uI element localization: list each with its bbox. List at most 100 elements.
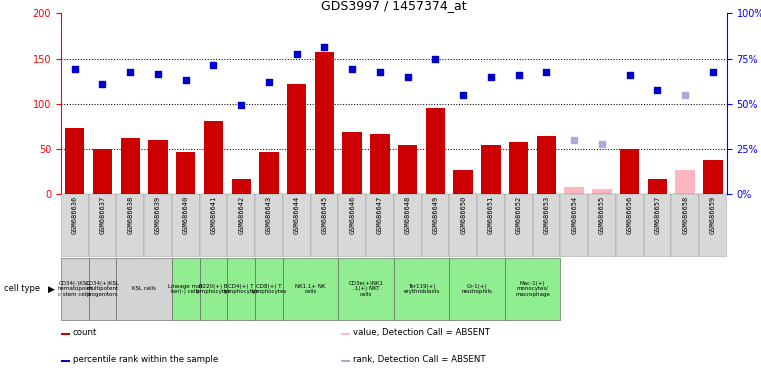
Point (429, 56, 441, 62)
Bar (340, 360, 350, 362)
Text: CD4(+) T
lymphocytes: CD4(+) T lymphocytes (224, 284, 259, 294)
Text: Gr-1(+)
neutrophils: Gr-1(+) neutrophils (462, 284, 492, 294)
Bar (88, 258, 116, 320)
Bar (366, 194, 394, 257)
Text: GSM686647: GSM686647 (377, 196, 383, 234)
Text: GSM686653: GSM686653 (543, 196, 549, 234)
Bar (505, 194, 533, 257)
Bar (371, 134, 390, 194)
Text: percentile rank within the sample: percentile rank within the sample (73, 356, 218, 364)
Point (263, 79, 275, 85)
Text: ▶: ▶ (48, 285, 55, 293)
Text: GSM686643: GSM686643 (266, 196, 272, 234)
Bar (425, 108, 445, 194)
Text: GSM686657: GSM686657 (654, 196, 661, 234)
Text: GSM686648: GSM686648 (405, 196, 411, 234)
Bar (422, 194, 449, 257)
Bar (676, 170, 695, 194)
Bar (509, 142, 528, 194)
Bar (116, 194, 144, 257)
Text: value, Detection Call = ABSENT: value, Detection Call = ABSENT (352, 328, 489, 337)
Bar (449, 194, 477, 257)
Bar (204, 121, 223, 194)
Point (318, 44, 330, 50)
Text: count: count (73, 328, 97, 337)
Bar (199, 258, 228, 320)
Text: GSM686656: GSM686656 (626, 196, 632, 234)
Bar (310, 194, 339, 257)
Text: B220(+) B
lymphocytes: B220(+) B lymphocytes (196, 284, 231, 294)
Text: GSM686644: GSM686644 (294, 196, 300, 234)
Text: GSM686655: GSM686655 (599, 196, 605, 234)
Text: GSM686658: GSM686658 (682, 196, 688, 234)
Point (485, 74, 497, 80)
Point (291, 51, 303, 57)
Title: GDS3997 / 1457374_at: GDS3997 / 1457374_at (321, 0, 466, 12)
Point (623, 72, 635, 78)
Text: GSM686641: GSM686641 (211, 196, 216, 234)
Bar (505, 258, 560, 320)
Bar (283, 258, 339, 320)
Bar (398, 145, 417, 194)
Bar (565, 187, 584, 194)
Text: NK1.1+ NK
cells: NK1.1+ NK cells (295, 284, 326, 294)
Text: GSM686642: GSM686642 (238, 196, 244, 234)
Bar (144, 194, 172, 257)
Text: GSM686645: GSM686645 (321, 196, 327, 234)
Point (374, 69, 386, 75)
Bar (93, 149, 112, 194)
Text: Mac-1(+)
monocytes/
macrophage: Mac-1(+) monocytes/ macrophage (515, 281, 550, 297)
Point (707, 69, 719, 75)
Text: GSM686636: GSM686636 (72, 196, 78, 234)
Text: CD34(+)KSL
multipotent
progenitors: CD34(+)KSL multipotent progenitors (85, 281, 119, 297)
Bar (199, 194, 228, 257)
Bar (61, 258, 88, 320)
Bar (120, 138, 140, 194)
Text: GSM686637: GSM686637 (100, 196, 106, 234)
Text: CD3e(+)NK1
.1(+) NKT
cells: CD3e(+)NK1 .1(+) NKT cells (349, 281, 384, 297)
Bar (394, 194, 422, 257)
Bar (65, 128, 84, 194)
Point (457, 92, 470, 98)
Text: GSM686652: GSM686652 (516, 196, 522, 234)
Point (402, 74, 414, 80)
Text: CD34(-)KSL
hematopoiet
c stem cells: CD34(-)KSL hematopoiet c stem cells (57, 281, 92, 297)
Bar (340, 333, 350, 335)
Bar (61, 360, 71, 362)
Text: GSM686639: GSM686639 (155, 196, 161, 234)
Bar (61, 194, 88, 257)
Point (651, 87, 664, 93)
Point (208, 62, 220, 68)
Bar (339, 258, 394, 320)
Bar (339, 194, 366, 257)
Point (540, 69, 552, 75)
Text: GSM686638: GSM686638 (127, 196, 133, 234)
Bar (255, 258, 283, 320)
Bar (172, 258, 199, 320)
Bar (88, 194, 116, 257)
Bar (454, 170, 473, 194)
Point (346, 66, 358, 73)
Text: CD8(+) T
lymphocytes: CD8(+) T lymphocytes (251, 284, 287, 294)
Bar (116, 258, 172, 320)
Text: Ter119(+)
erythroblasts: Ter119(+) erythroblasts (403, 284, 440, 294)
Bar (148, 140, 167, 194)
Text: cell type: cell type (4, 285, 40, 293)
Bar (477, 194, 505, 257)
Bar (616, 194, 644, 257)
Bar (176, 152, 196, 194)
Text: GSM686659: GSM686659 (710, 196, 716, 234)
Bar (644, 194, 671, 257)
Bar (648, 179, 667, 194)
Bar (61, 333, 71, 335)
Bar (533, 194, 560, 257)
Bar (703, 160, 723, 194)
Bar (342, 132, 362, 194)
Bar (283, 194, 310, 257)
Text: GSM686649: GSM686649 (432, 196, 438, 234)
Bar (228, 194, 255, 257)
Bar (588, 194, 616, 257)
Text: GSM686646: GSM686646 (349, 196, 355, 234)
Text: rank, Detection Call = ABSENT: rank, Detection Call = ABSENT (352, 356, 486, 364)
Point (679, 92, 691, 98)
